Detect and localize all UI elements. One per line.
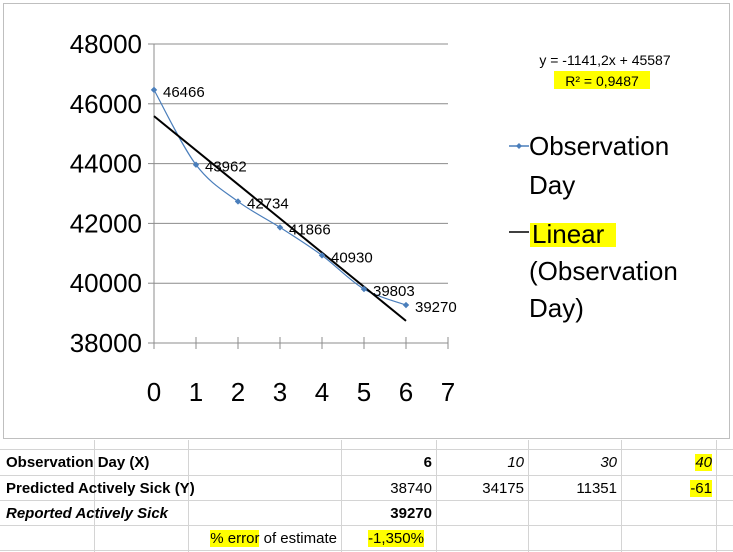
label-suffix: of estimate <box>259 530 337 547</box>
data-point <box>276 224 284 231</box>
data-point <box>150 86 158 94</box>
x-tick-label: 6 <box>399 377 413 407</box>
x-tick-label: 5 <box>357 377 371 407</box>
r2-highlight <box>554 71 650 89</box>
r2-label: R² = 0,9487 <box>565 73 639 89</box>
legend-label: Linear <box>532 219 605 249</box>
legend-label: Day <box>529 170 575 200</box>
legend-label: Observation <box>529 131 669 161</box>
trendline <box>153 115 407 322</box>
row-label[interactable]: Predicted Actively Sick (Y) <box>6 480 195 497</box>
highlighted-value: -1,350% <box>368 530 424 547</box>
y-tick-label: 44000 <box>70 149 142 179</box>
row-label[interactable]: Reported Actively Sick <box>6 505 169 522</box>
table-cell[interactable]: 11351 <box>576 480 617 497</box>
table-cell[interactable]: 30 <box>600 454 617 471</box>
highlighted-value: 40 <box>695 454 712 471</box>
table-cell[interactable]: 34175 <box>482 480 524 497</box>
row-label[interactable]: Observation Day (X) <box>6 454 150 471</box>
x-tick-label: 3 <box>273 377 287 407</box>
table-row: Observation Day (X) 6 10 30 40 <box>0 450 733 475</box>
y-tick-label: 48000 <box>70 29 142 59</box>
row-label[interactable]: % error of estimate <box>188 526 341 551</box>
table-row: Reported Actively Sick 39270 <box>0 501 733 526</box>
legend-label: (Observation <box>529 256 678 286</box>
data-label: 40930 <box>331 249 373 266</box>
legend-series-marker <box>516 143 522 149</box>
x-tick-label: 4 <box>315 377 329 407</box>
trendline-equation: y = -1141,2x + 45587 <box>539 52 670 68</box>
highlighted-value: -61 <box>690 480 712 497</box>
data-label: 41866 <box>289 221 331 238</box>
data-point <box>318 252 326 259</box>
table-cell[interactable]: 38740 <box>390 480 432 497</box>
x-tick-label: 0 <box>147 377 161 407</box>
x-tick-label: 2 <box>231 377 245 407</box>
data-point <box>192 161 200 168</box>
table-cell[interactable]: 39270 <box>390 505 432 522</box>
data-label: 39270 <box>415 299 457 316</box>
data-label: 39803 <box>373 283 415 300</box>
y-tick-label: 46000 <box>70 89 142 119</box>
x-tick-label: 1 <box>189 377 203 407</box>
table-cell[interactable]: 40 <box>621 450 716 475</box>
chart-svg: 38000 40000 42000 44000 46000 48000 0 1 2 3 4 5 6 7 46… <box>70 29 678 407</box>
data-point <box>402 301 410 309</box>
table-row: Predicted Actively Sick (Y) 38740 34175 … <box>0 476 733 501</box>
y-tick-label: 42000 <box>70 208 142 238</box>
data-label: 43962 <box>205 159 247 176</box>
highlighted-label: % error <box>210 530 260 547</box>
legend-highlight <box>530 223 616 247</box>
y-tick-label: 40000 <box>70 268 142 298</box>
chart-area[interactable]: 38000 40000 42000 44000 46000 48000 0 1 2 3 4 5 6 7 46… <box>3 3 730 439</box>
data-label: 46466 <box>163 84 205 101</box>
y-tick-label: 38000 <box>70 328 142 358</box>
data-point <box>360 285 368 293</box>
table-cell[interactable]: 6 <box>423 454 432 471</box>
legend-label: Day) <box>529 293 584 323</box>
table-row: % error of estimate -1,350% <box>0 526 733 551</box>
data-point <box>234 198 242 205</box>
data-label: 42734 <box>247 195 289 212</box>
table-cell[interactable]: -1,350% <box>357 526 435 551</box>
table-cell[interactable]: 10 <box>507 454 524 471</box>
table-cell[interactable]: -61 <box>621 476 716 501</box>
x-tick-label: 7 <box>441 377 455 407</box>
